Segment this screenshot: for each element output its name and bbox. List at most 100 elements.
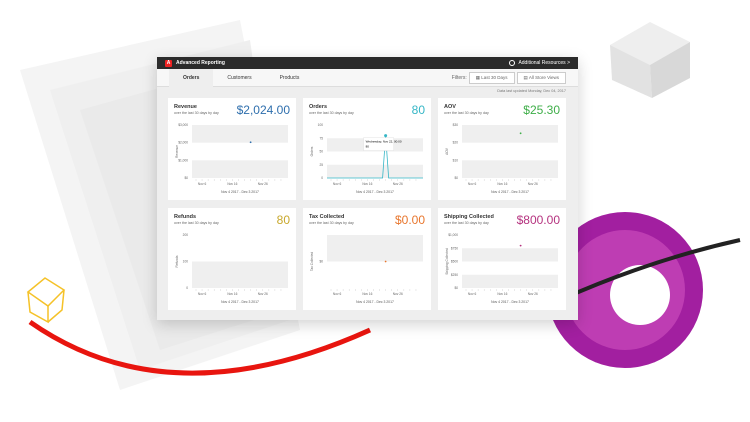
orders-card: 0 25 50 75 100 Orders Nov 6 Nov 16 Nov 26 Nov 4 2… xyxy=(303,98,431,200)
tooltip-title: Wednesday, Nov 22, 00:00 xyxy=(366,140,402,144)
card-value: $25.30 xyxy=(523,103,560,117)
y-tick-label: $500 xyxy=(451,260,458,264)
grid-band xyxy=(462,125,558,143)
date-range-label: Nov 4 2017 - Dec 3 2017 xyxy=(221,190,259,194)
y-tick-label: 100 xyxy=(183,260,189,264)
last-updated: Data last updated Monday, Dec 04, 2017 xyxy=(497,89,566,93)
adobe-logo-icon: A xyxy=(165,59,172,67)
y-tick-label: $1,000 xyxy=(178,158,188,162)
tab-customers[interactable]: Customers xyxy=(227,74,252,81)
date-range-label: Nov 4 2017 - Dec 3 2017 xyxy=(356,300,394,304)
grid-band xyxy=(327,164,423,178)
x-tick-label: Nov 16 xyxy=(227,292,237,296)
x-tick-label: Nov 16 xyxy=(497,182,507,186)
card-subtitle: over the last 30 days by day xyxy=(174,221,219,225)
store-view-filter[interactable]: ▤ All Store Views xyxy=(516,71,566,84)
x-tick-label: Nov 6 xyxy=(198,292,207,296)
x-tick-label: Nov 26 xyxy=(393,182,403,186)
y-tick-label: $3,000 xyxy=(178,123,188,127)
date-range-label: Nov 4 2017 - Dec 3 2017 xyxy=(491,300,529,304)
y-tick-label: $250 xyxy=(451,273,458,277)
revenue-chart: $0 $1,000 $2,000 $3,000 Revenue Nov 6 Nov 16 No… xyxy=(175,123,288,194)
card-value: 80 xyxy=(411,103,425,117)
date-range-label: Nov 4 2017 - Dec 3 2017 xyxy=(356,190,394,194)
y-tick-label: 0 xyxy=(321,176,323,180)
revenue-card: $0 $1,000 $2,000 $3,000 Revenue Nov 6 Nov 16 No… xyxy=(168,98,296,200)
grid-band xyxy=(192,160,288,178)
grid-band xyxy=(192,261,288,288)
y-tick-label: $2,000 xyxy=(178,141,188,145)
refunds-card: 0 100 200 Refunds Nov 6 Nov 16 Nov 26 Nov 4 201… xyxy=(168,208,296,310)
tooltip xyxy=(363,137,394,151)
card-subtitle: over the last 30 days by day xyxy=(444,221,489,225)
filters: Filters: ▦ Last 30 Days ▤ All Store View… xyxy=(451,71,566,84)
card-subtitle: over the last 30 days by day xyxy=(309,111,354,115)
y-axis-label: Orders xyxy=(310,146,314,156)
card-subtitle: over the last 30 days by day xyxy=(174,111,219,115)
card-title: Revenue xyxy=(174,104,197,110)
refunds-chart: 0 100 200 Refunds Nov 6 Nov 16 Nov 26 Nov 4 201… xyxy=(175,233,288,304)
striped-ring xyxy=(547,212,703,368)
x-tick-label: Nov 26 xyxy=(528,182,538,186)
y-axis-label: Shipping Collected xyxy=(445,248,449,275)
y-tick-label: $0 xyxy=(184,176,188,180)
y-axis-label: Refunds xyxy=(175,255,179,267)
y-tick-label: $30 xyxy=(453,123,459,127)
y-tick-label: 0 xyxy=(186,286,188,290)
y-tick-label: 25 xyxy=(319,163,323,167)
x-tick-label: Nov 16 xyxy=(362,292,372,296)
card-title: AOV xyxy=(444,104,456,110)
x-tick-label: Nov 6 xyxy=(468,292,477,296)
additional-resources-link[interactable]: Additional Resources > xyxy=(509,60,570,66)
aov-card: $0 $10 $20 $30 AOV Nov 6 Nov 16 Nov 26 Nov 4 201… xyxy=(438,98,566,200)
tooltip-value: 80 xyxy=(366,145,370,149)
y-tick-label: 75 xyxy=(319,136,323,140)
cube-icon xyxy=(610,22,690,98)
tab-bar: Orders Customers Products Filters: ▦ Las… xyxy=(157,68,578,87)
card-title: Orders xyxy=(309,104,328,110)
data-point[interactable] xyxy=(519,244,522,247)
y-tick-label: $1,000 xyxy=(448,233,458,237)
y-tick-label: $750 xyxy=(451,246,458,250)
card-subtitle: over the last 30 days by day xyxy=(444,111,489,115)
data-point[interactable] xyxy=(384,134,388,138)
app-title: Advanced Reporting xyxy=(176,60,225,66)
y-tick-label: $10 xyxy=(453,158,459,162)
y-axis-label: Revenue xyxy=(175,145,179,158)
card-title: Tax Collected xyxy=(309,214,345,220)
data-point[interactable] xyxy=(384,260,387,263)
card-value: $2,024.00 xyxy=(236,103,290,117)
card-title: Shipping Collected xyxy=(444,214,494,220)
date-range-label: Nov 4 2017 - Dec 3 2017 xyxy=(221,300,259,304)
grid-band xyxy=(462,248,558,262)
x-tick-label: Nov 6 xyxy=(198,182,207,186)
x-tick-label: Nov 6 xyxy=(468,182,477,186)
data-point[interactable] xyxy=(519,132,522,135)
y-tick-label: $20 xyxy=(453,141,459,145)
filters-label: Filters: xyxy=(451,74,467,81)
card-value: $0.00 xyxy=(394,213,425,227)
card-subtitle: over the last 30 days by day xyxy=(309,221,354,225)
date-range-filter[interactable]: ▦ Last 30 Days xyxy=(468,71,515,84)
aov-chart: $0 $10 $20 $30 AOV Nov 6 Nov 16 Nov 26 Nov 4 201… xyxy=(445,123,558,194)
x-tick-label: Nov 16 xyxy=(497,292,507,296)
orders-chart: 0 25 50 75 100 Orders Nov 6 Nov 16 Nov 26 Nov 4 2… xyxy=(310,123,423,194)
x-tick-label: Nov 26 xyxy=(528,292,538,296)
yellow-cube-icon xyxy=(26,277,66,324)
tab-products[interactable]: Products xyxy=(279,74,300,81)
red-arc xyxy=(28,319,372,376)
y-axis-label: AOV xyxy=(445,147,449,155)
grid-band xyxy=(462,274,558,288)
tab-orders[interactable]: Orders xyxy=(169,68,214,87)
data-point[interactable] xyxy=(249,141,252,144)
x-tick-label: Nov 16 xyxy=(227,182,237,186)
y-tick-label: 100 xyxy=(318,123,324,127)
brush-stroke xyxy=(559,238,741,302)
grid-band xyxy=(462,160,558,178)
x-tick-label: Nov 26 xyxy=(258,182,268,186)
x-tick-label: Nov 26 xyxy=(393,292,403,296)
x-tick-label: Nov 26 xyxy=(258,292,268,296)
x-tick-label: Nov 6 xyxy=(333,182,342,186)
y-tick-label: $0 xyxy=(454,286,458,290)
card-value: $800.00 xyxy=(516,213,560,227)
